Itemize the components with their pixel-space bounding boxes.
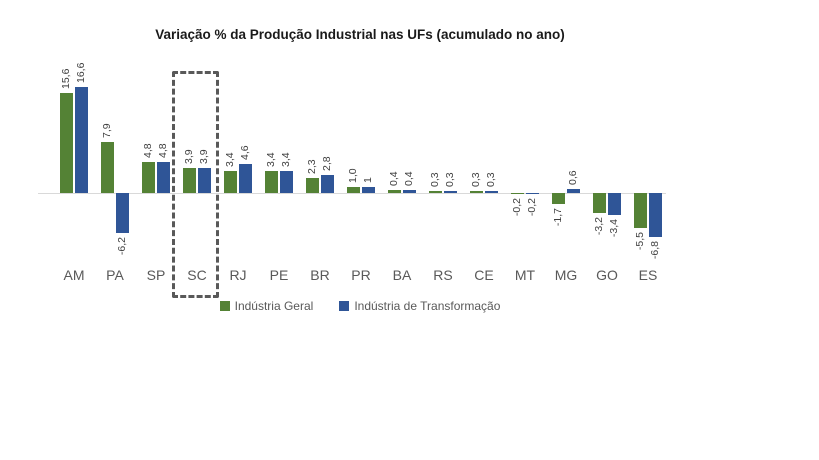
value-label-geral-MG: -1,7 (552, 207, 564, 226)
value-label-transformacao-BA: 0,4 (403, 171, 415, 187)
bar-transformacao-RS (444, 191, 457, 193)
x-axis-label-CE: CE (474, 267, 494, 283)
bar-geral-BR (306, 178, 319, 193)
legend-item-industria-geral: Indústria Geral (219, 299, 314, 313)
value-label-transformacao-PA: -6,2 (116, 236, 128, 255)
value-label-geral-AM: 15,6 (60, 68, 72, 90)
sc-highlight-box (172, 71, 219, 298)
value-label-geral-BR: 2,3 (306, 159, 318, 175)
bar-geral-CE (470, 191, 483, 193)
value-label-geral-RJ: 3,4 (224, 152, 236, 168)
value-label-geral-PE: 3,4 (265, 152, 277, 168)
bar-transformacao-MG (567, 189, 580, 193)
x-axis-label-BR: BR (310, 267, 330, 283)
value-label-geral-PR: 1,0 (347, 167, 359, 183)
bar-geral-AM (60, 93, 73, 193)
value-label-geral-MT: -0,2 (511, 198, 523, 217)
chart-title: Variação % da Produção Industrial nas UF… (155, 27, 565, 42)
value-label-transformacao-RS: 0,3 (444, 172, 456, 188)
bar-transformacao-BR (321, 175, 334, 193)
bar-transformacao-ES (649, 193, 662, 237)
bar-geral-SP (142, 162, 155, 193)
x-axis-label-PA: PA (106, 267, 124, 283)
bar-geral-RS (429, 191, 442, 193)
bar-geral-PA (101, 142, 114, 193)
bar-transformacao-BA (403, 190, 416, 193)
x-axis-label-RJ: RJ (229, 267, 247, 283)
bar-transformacao-SC (198, 168, 211, 193)
bar-transformacao-PE (280, 171, 293, 193)
legend-label-industria-geral: Indústria Geral (234, 299, 314, 313)
value-label-geral-GO: -3,2 (593, 217, 605, 236)
x-axis-label-MT: MT (514, 267, 536, 283)
value-label-transformacao-ES: -6,8 (649, 240, 661, 259)
bar-geral-MT (511, 193, 524, 195)
value-label-transformacao-PE: 3,4 (280, 152, 292, 168)
x-axis-label-SC: SC (187, 267, 207, 283)
x-axis-label-ES: ES (638, 267, 658, 283)
bar-geral-PR (347, 186, 360, 193)
bar-transformacao-AM (75, 86, 88, 193)
value-label-transformacao-BR: 2,8 (321, 156, 333, 172)
value-label-geral-ES: -5,5 (634, 232, 646, 251)
x-axis-label-AM: AM (63, 267, 85, 283)
zero-axis-line (38, 193, 666, 194)
value-label-geral-PA: 7,9 (101, 123, 113, 139)
value-label-transformacao-CE: 0,3 (485, 172, 497, 188)
value-label-transformacao-MG: 0,6 (567, 170, 579, 186)
bar-geral-PE (265, 171, 278, 193)
bar-transformacao-RJ (239, 163, 252, 193)
x-axis-label-SP: SP (146, 267, 166, 283)
bar-transformacao-SP (157, 162, 170, 193)
value-label-geral-BA: 0,4 (388, 171, 400, 187)
value-label-geral-CE: 0,3 (470, 172, 482, 188)
bar-geral-MG (552, 193, 565, 204)
bar-transformacao-GO (608, 193, 621, 215)
value-label-transformacao-PR: 1 (362, 176, 374, 183)
legend: Indústria Geral Indústria de Transformaç… (0, 299, 720, 313)
value-label-transformacao-GO: -3,4 (608, 218, 620, 237)
bar-transformacao-PR (362, 186, 375, 193)
value-label-geral-RS: 0,3 (429, 172, 441, 188)
bar-transformacao-PA (116, 193, 129, 233)
bar-transformacao-MT (526, 193, 539, 195)
value-label-transformacao-MT: -0,2 (526, 198, 538, 217)
x-axis-label-MG: MG (554, 267, 578, 283)
legend-swatch-blue-icon (339, 301, 350, 311)
bar-geral-RJ (224, 171, 237, 193)
x-axis-label-PE: PE (269, 267, 289, 283)
value-label-transformacao-SP: 4,8 (157, 143, 169, 159)
bar-geral-SC (183, 168, 196, 193)
legend-label-industria-transformacao: Indústria de Transformação (354, 299, 501, 313)
legend-swatch-green-icon (219, 301, 230, 311)
x-axis-label-BA: BA (392, 267, 412, 283)
value-label-geral-SP: 4,8 (142, 143, 154, 159)
bar-geral-BA (388, 190, 401, 193)
legend-item-industria-transformacao: Indústria de Transformação (339, 299, 500, 313)
bar-transformacao-CE (485, 191, 498, 193)
value-label-transformacao-RJ: 4,6 (239, 144, 251, 160)
x-axis-label-RS: RS (433, 267, 453, 283)
x-axis-label-GO: GO (596, 267, 618, 283)
bar-geral-ES (634, 193, 647, 229)
value-label-transformacao-AM: 16,6 (75, 62, 87, 83)
bar-geral-GO (593, 193, 606, 214)
x-axis-label-PR: PR (351, 267, 371, 283)
